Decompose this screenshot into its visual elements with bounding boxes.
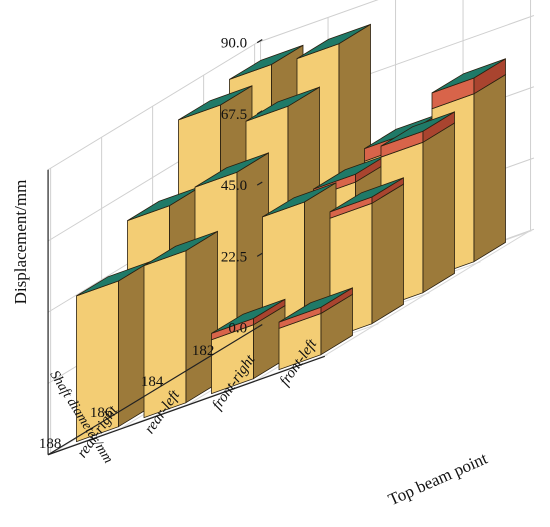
grid-line xyxy=(257,0,379,44)
bar-top xyxy=(296,24,371,59)
x-axis-title: Top beam point xyxy=(385,449,490,510)
bar xyxy=(211,298,286,395)
y-tick-label: 188 xyxy=(39,436,62,452)
bar-top xyxy=(229,44,304,80)
z-tick xyxy=(256,39,263,44)
bar-top xyxy=(278,287,353,323)
bar xyxy=(76,261,151,443)
bar-top xyxy=(245,86,320,122)
bar-top xyxy=(127,186,202,221)
bar-top xyxy=(313,154,388,190)
x-axis-line xyxy=(47,355,326,456)
bar-top xyxy=(143,231,218,266)
bar-side xyxy=(473,73,506,263)
bar-top xyxy=(262,182,337,218)
z-tick-label: 0.0 xyxy=(228,321,247,337)
bar-top xyxy=(380,111,455,147)
grid-line xyxy=(50,354,328,454)
z-tick-label: 67.5 xyxy=(221,107,247,123)
z-tick xyxy=(256,324,263,329)
bar-top xyxy=(76,261,151,297)
z-tick-label: 45.0 xyxy=(221,178,247,194)
y-axis-line xyxy=(47,327,258,456)
z-tick xyxy=(256,110,263,115)
y-tick-label: 186 xyxy=(90,405,113,421)
bar-side xyxy=(371,183,404,325)
bar-top xyxy=(194,152,269,188)
z-tick xyxy=(256,181,263,186)
z-tick xyxy=(256,252,263,257)
z-axis-title: Displacement/mm xyxy=(11,180,30,305)
y-tick-label: 182 xyxy=(192,343,215,359)
bar xyxy=(278,287,353,371)
z-tick-label: 90.0 xyxy=(221,36,247,52)
bar-top xyxy=(178,85,253,121)
bar xyxy=(143,230,218,419)
bars-group xyxy=(76,23,506,443)
bar-top xyxy=(211,298,286,334)
bar-top xyxy=(329,177,404,213)
bar-side xyxy=(422,122,455,294)
bar-top xyxy=(431,58,506,94)
y-tick-label: 184 xyxy=(141,374,164,390)
z-tick-label: 22.5 xyxy=(221,249,247,265)
